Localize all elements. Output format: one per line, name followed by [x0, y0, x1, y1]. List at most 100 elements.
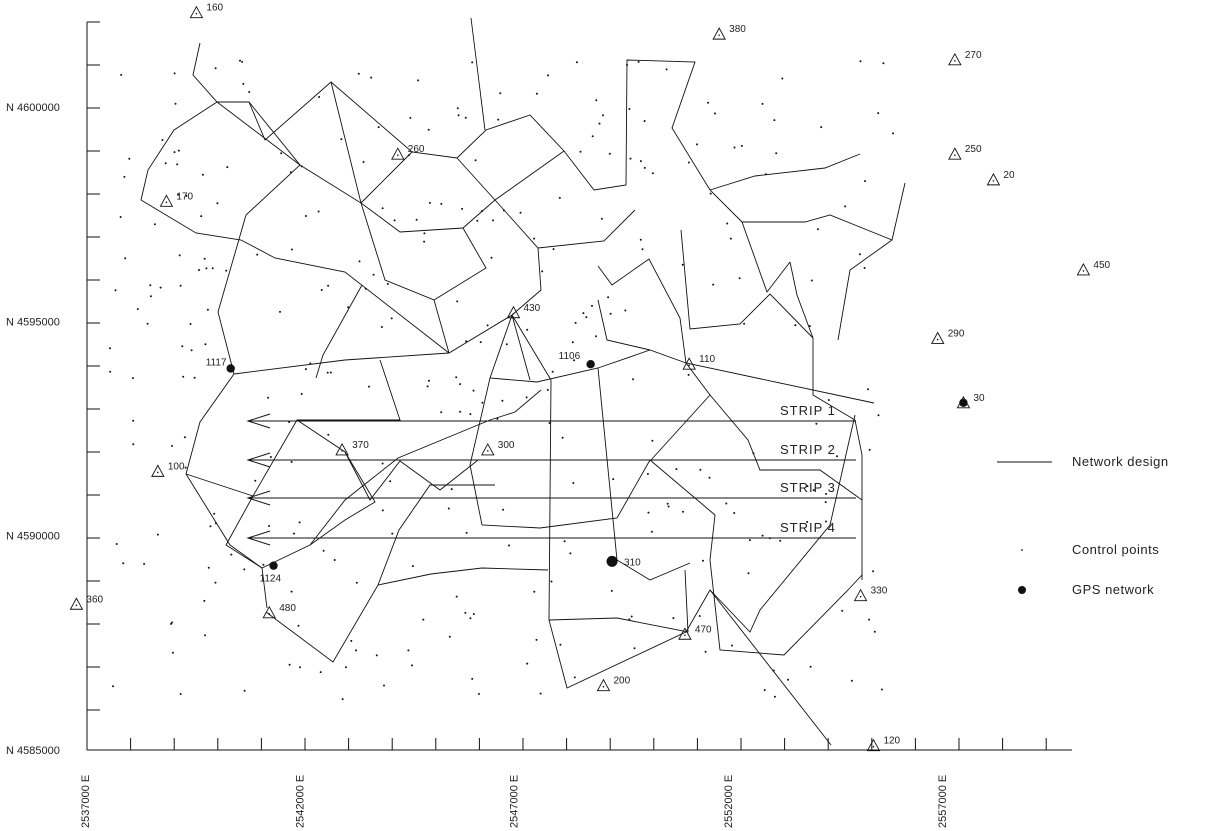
- control-point: [269, 456, 272, 458]
- network-design-line: [709, 153, 861, 191]
- control-point: [667, 505, 670, 508]
- triangulation-point-marker: [189, 5, 204, 19]
- network-design-line: [233, 313, 875, 404]
- control-point: [558, 196, 561, 199]
- control-point: [825, 520, 827, 523]
- control-point: [643, 120, 646, 122]
- control-point: [471, 61, 474, 64]
- control-point: [164, 162, 167, 165]
- control-point: [203, 599, 206, 602]
- triangulation-point-center: [268, 613, 271, 615]
- control-point: [539, 692, 542, 695]
- control-point: [426, 385, 429, 388]
- control-point: [873, 630, 876, 633]
- control-point: [280, 152, 283, 155]
- control-point: [290, 460, 293, 463]
- triangulation-point-center: [165, 201, 168, 204]
- control-point: [193, 376, 196, 379]
- control-point: [486, 324, 489, 327]
- control-point: [179, 284, 182, 287]
- control-point: [262, 563, 265, 566]
- control-point: [501, 399, 504, 402]
- control-point: [185, 194, 188, 197]
- control-point: [725, 502, 728, 505]
- control-point: [393, 219, 396, 222]
- control-point: [541, 270, 544, 273]
- control-point: [230, 553, 233, 556]
- control-point: [868, 618, 871, 621]
- control-point: [355, 649, 358, 652]
- triangulation-point-marker: [1076, 262, 1091, 276]
- control-point: [546, 388, 549, 391]
- strip-arrowhead: [246, 490, 271, 506]
- control-point: [773, 695, 776, 698]
- triangulation-point-label: 270: [965, 50, 982, 61]
- control-point: [171, 651, 174, 654]
- triangulation-point-label: 250: [965, 144, 982, 155]
- control-point: [143, 562, 146, 565]
- control-point: [357, 72, 360, 75]
- control-point: [630, 615, 633, 618]
- control-point: [256, 253, 259, 256]
- triangulation-point-center: [688, 364, 690, 367]
- control-point: [763, 689, 766, 692]
- network-design-line: [812, 338, 863, 580]
- triangulation-point-center: [718, 34, 720, 36]
- x-tick-label: 2552000 E: [723, 775, 735, 828]
- control-point: [880, 688, 883, 691]
- control-point: [773, 119, 776, 122]
- network-design-line: [680, 229, 814, 339]
- triangulation-point-label: 200: [613, 676, 630, 687]
- triangulation-point-center: [157, 471, 159, 474]
- control-point: [610, 589, 613, 592]
- triangulation-point-label: 260: [408, 144, 425, 155]
- control-point: [448, 635, 451, 638]
- control-point: [474, 159, 477, 162]
- control-point: [490, 256, 493, 259]
- control-point: [714, 112, 716, 115]
- control-point: [650, 530, 653, 533]
- control-point: [457, 114, 460, 117]
- control-point: [864, 180, 866, 183]
- control-point: [698, 615, 701, 617]
- network-design-line: [185, 359, 401, 497]
- control-point: [179, 693, 182, 695]
- control-point: [733, 512, 736, 514]
- control-point: [775, 152, 778, 155]
- control-point: [579, 150, 582, 153]
- strip-arrowhead: [246, 413, 271, 429]
- control-point: [341, 698, 344, 701]
- control-point: [464, 611, 467, 614]
- gps-point-marker: [269, 561, 278, 570]
- control-point: [471, 677, 474, 680]
- control-point: [326, 371, 329, 374]
- flight-strips: STRIP 1 STRIP 2 STRIP 3 STRIP 4: [246, 403, 856, 546]
- control-point: [682, 510, 684, 513]
- control-point: [390, 317, 393, 320]
- control-point: [569, 552, 572, 555]
- gps-point-label: 310: [624, 557, 641, 568]
- control-point: [225, 269, 228, 272]
- control-point: [447, 507, 450, 510]
- network-design-line: [185, 473, 268, 609]
- control-point: [124, 257, 127, 260]
- control-point: [696, 143, 698, 146]
- control-point: [440, 202, 443, 205]
- control-point: [571, 341, 574, 344]
- y-tick-label: N 4585000: [6, 745, 60, 757]
- control-point: [146, 322, 149, 325]
- triangulation-point-marker: [391, 147, 405, 160]
- control-point: [787, 678, 790, 681]
- control-point: [204, 343, 207, 346]
- control-point: [243, 568, 246, 571]
- control-point: [372, 273, 375, 276]
- control-point: [173, 151, 176, 154]
- triangulation-point-center: [195, 12, 198, 15]
- legend-gps-network-label: GPS network: [1072, 582, 1154, 597]
- control-point: [712, 283, 715, 286]
- control-point: [381, 207, 384, 210]
- legend-dot-swatch: [1021, 549, 1023, 551]
- control-point: [333, 559, 336, 561]
- control-point: [122, 562, 125, 565]
